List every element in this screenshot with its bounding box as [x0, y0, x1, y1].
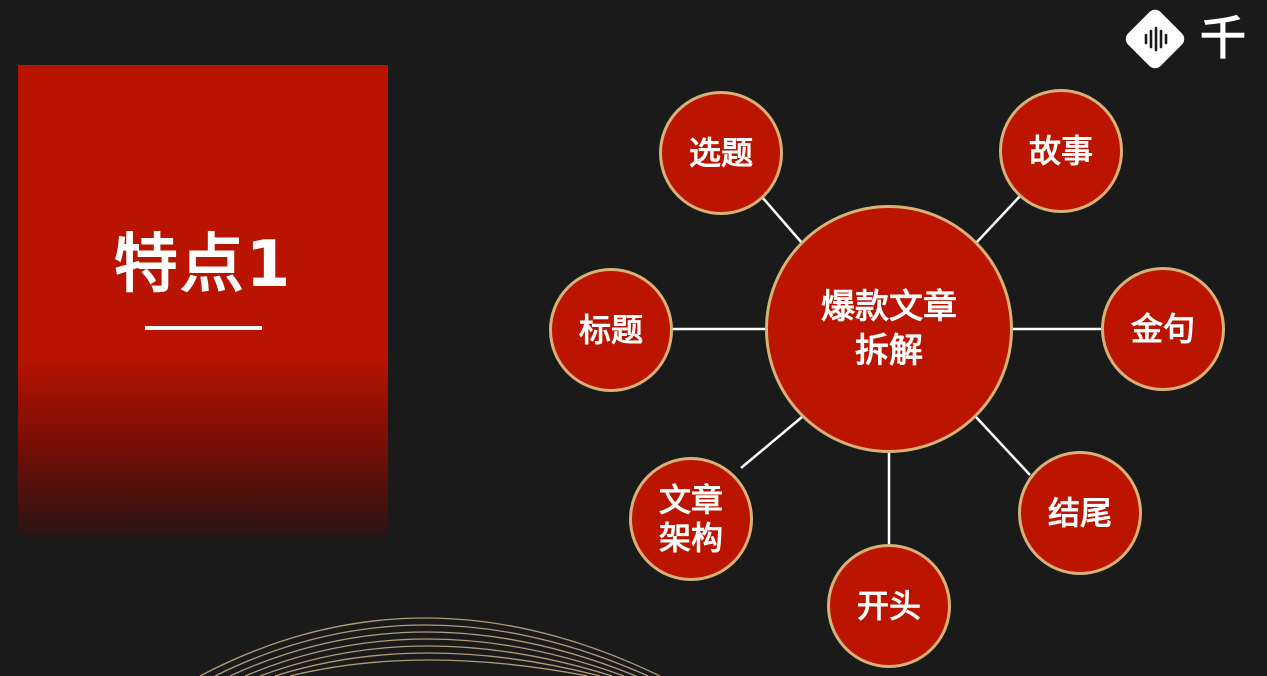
- node-jinju-label: 金句: [1130, 310, 1195, 348]
- node-biaoti-label: 标题: [578, 311, 643, 349]
- center-label-line2: 拆解: [855, 331, 923, 371]
- node-kaitou: 开头: [827, 544, 951, 668]
- node-jinju: 金句: [1101, 267, 1225, 391]
- line-to-xuanti: [761, 196, 803, 244]
- center-node: 爆款文章 拆解: [765, 205, 1013, 453]
- title-panel: 特点1: [18, 65, 388, 535]
- node-gushi: 故事: [999, 89, 1123, 213]
- node-xuanti: 选题: [659, 91, 783, 215]
- node-jiewei: 结尾: [1018, 451, 1142, 575]
- sound-wave-icon: [1144, 26, 1168, 52]
- node-wenzhang-jiagou: 文章 架构: [629, 457, 753, 581]
- node-wenzhang-label-line2: 架构: [658, 519, 723, 557]
- node-jiewei-label: 结尾: [1047, 494, 1112, 532]
- center-label-line1: 爆款文章: [821, 287, 957, 327]
- logo-text: 千: [1200, 11, 1246, 65]
- line-to-wenzhang: [740, 416, 803, 469]
- node-kaitou-label: 开头: [856, 587, 921, 625]
- title-underline: [145, 326, 262, 330]
- node-gushi-label: 故事: [1028, 132, 1093, 170]
- node-biaoti: 标题: [549, 268, 673, 392]
- node-xuanti-label: 选题: [688, 134, 753, 172]
- line-to-gushi: [975, 194, 1022, 244]
- slide-title: 特点1: [113, 228, 293, 302]
- brand-logo: 千: [1122, 6, 1267, 72]
- line-to-jiewei: [975, 416, 1031, 476]
- node-wenzhang-label-line1: 文章: [658, 481, 723, 519]
